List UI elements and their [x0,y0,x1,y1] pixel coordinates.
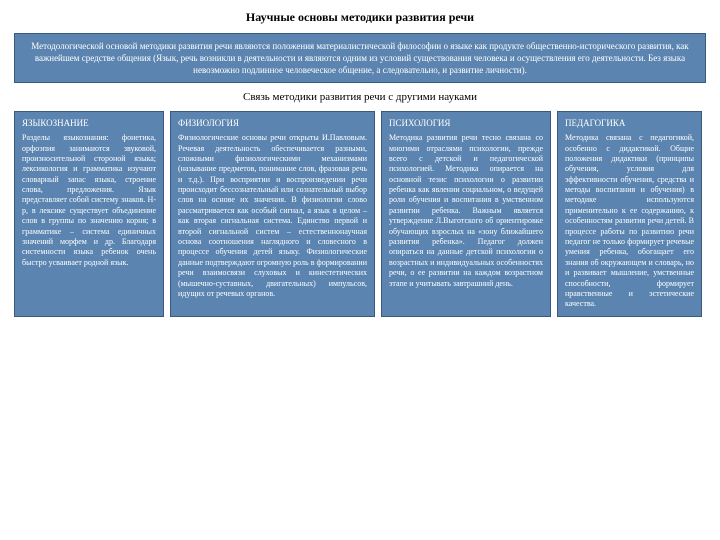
columns-container: ЯЗЫКОЗНАНИЕ Разделы языкознания: фонетик… [14,111,706,316]
column-body: Разделы языкознания: фонетика, орфоэпия … [22,133,156,268]
column-heading: ПСИХОЛОГИЯ [389,118,543,130]
column-heading: ПЕДАГОГИКА [565,118,694,130]
column-heading: ФИЗИОЛОГИЯ [178,118,367,130]
column-psychology: ПСИХОЛОГИЯ Методика развития речи тесно … [381,111,551,316]
column-linguistics: ЯЗЫКОЗНАНИЕ Разделы языкознания: фонетик… [14,111,164,316]
column-heading: ЯЗЫКОЗНАНИЕ [22,118,156,130]
column-body: Методика связана с педагогикой, особенно… [565,133,694,310]
intro-block: Методологической основой методики развит… [14,33,706,83]
subtitle: Связь методики развития речи с другими н… [14,91,706,103]
column-body: Физиологические основы речи открыты И.Па… [178,133,367,299]
column-pedagogy: ПЕДАГОГИКА Методика связана с педагогико… [557,111,702,316]
column-body: Методика развития речи тесно связана со … [389,133,543,289]
page-title: Научные основы методики развития речи [14,10,706,25]
column-physiology: ФИЗИОЛОГИЯ Физиологические основы речи о… [170,111,375,316]
